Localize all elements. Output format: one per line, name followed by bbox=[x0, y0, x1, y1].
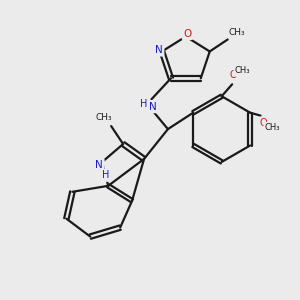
Text: CH₃: CH₃ bbox=[235, 66, 250, 75]
Text: N: N bbox=[95, 160, 103, 170]
Text: N: N bbox=[155, 45, 163, 55]
Text: O: O bbox=[230, 70, 237, 80]
Text: H: H bbox=[101, 170, 109, 180]
Text: CH₃: CH₃ bbox=[228, 28, 245, 37]
Text: CH₃: CH₃ bbox=[265, 123, 280, 132]
Text: O: O bbox=[183, 28, 191, 38]
Text: O: O bbox=[260, 118, 267, 128]
Text: H: H bbox=[140, 99, 148, 109]
Text: CH₃: CH₃ bbox=[95, 113, 112, 122]
Text: N: N bbox=[149, 102, 157, 112]
